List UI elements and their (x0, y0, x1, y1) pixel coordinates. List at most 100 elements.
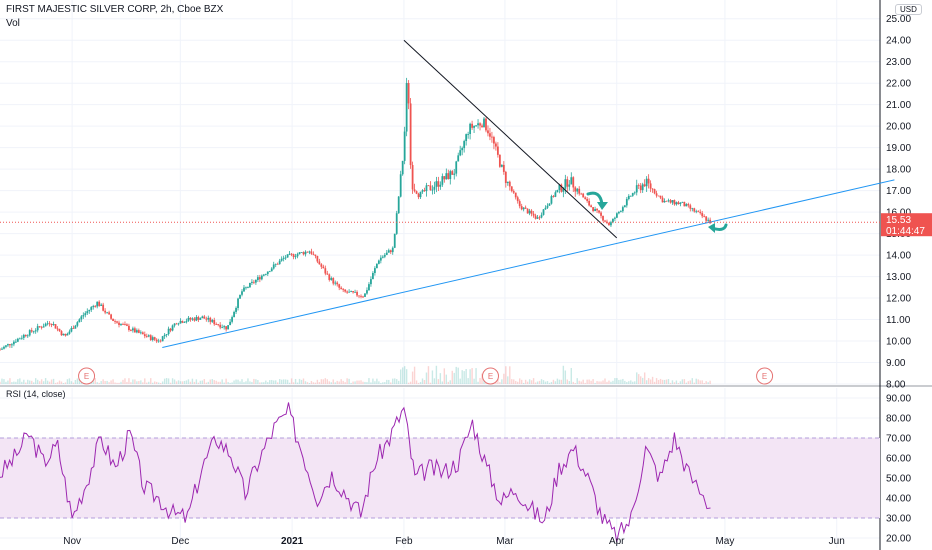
volume-bar (152, 382, 154, 384)
candle (544, 205, 547, 210)
candle-body (381, 256, 384, 258)
volume-bar (576, 378, 578, 384)
trendlines[interactable] (162, 39, 895, 348)
candle-body (96, 301, 99, 307)
price-tick-label: 24.00 (886, 36, 911, 47)
volume-bar (27, 379, 29, 384)
volume-bar (413, 366, 416, 384)
candle-body (475, 125, 477, 127)
candle (253, 279, 255, 285)
volume-bar (394, 378, 396, 384)
rsi-pane (0, 402, 880, 543)
candle (189, 317, 192, 322)
candle (207, 315, 210, 323)
candle (104, 308, 107, 315)
candle-body (169, 328, 172, 331)
candle (153, 336, 156, 341)
candle (665, 200, 668, 202)
rsi-tick-label: 90.00 (886, 394, 911, 405)
candle-body (356, 291, 358, 296)
price-tick-label: 14.00 (886, 251, 911, 262)
price-tick-label: 8.00 (886, 380, 906, 391)
volume-bar (622, 378, 624, 384)
candle-body (375, 263, 378, 269)
volume-bar (636, 372, 638, 384)
volume-bar (187, 379, 190, 384)
candle-body (70, 327, 73, 332)
earnings-label: E (488, 372, 493, 381)
candle-body (417, 193, 420, 198)
volume-bar (312, 382, 315, 384)
candle (675, 201, 678, 206)
candle (354, 289, 356, 293)
candle-body (693, 208, 696, 212)
candle (310, 248, 313, 255)
candle-body (159, 340, 162, 342)
candle (262, 273, 265, 277)
volume-bar (318, 382, 321, 384)
volume-bar (267, 382, 269, 384)
volume-bar (253, 378, 255, 384)
candle-body (288, 253, 291, 255)
candle (46, 320, 49, 326)
volume-bar (169, 382, 172, 384)
candle (5, 345, 7, 349)
candle-body (36, 326, 39, 331)
candle-body (304, 251, 307, 255)
candle (439, 181, 442, 190)
candle-body (60, 331, 63, 336)
volume-bar (368, 378, 370, 384)
candle (62, 333, 65, 336)
candle (697, 210, 700, 213)
candle-body (358, 295, 360, 297)
candle (141, 331, 144, 335)
candle-body (342, 289, 345, 290)
candle-body (413, 189, 416, 192)
candle (407, 80, 410, 110)
volume-bar (134, 379, 136, 384)
candle (282, 255, 285, 262)
candle-body (453, 173, 456, 175)
candle (175, 322, 178, 325)
price-candles (0, 77, 712, 351)
volume-bar (640, 376, 642, 384)
volume-bar (108, 382, 110, 384)
candle (619, 210, 622, 213)
candle-body (659, 195, 662, 198)
candle (18, 337, 21, 340)
candle-body (332, 278, 335, 284)
candle-body (465, 134, 468, 142)
candle (530, 209, 533, 217)
volume-bar (237, 379, 239, 384)
candle (254, 279, 257, 285)
candle-body (506, 181, 509, 184)
candle-body (114, 320, 116, 322)
volume-bar (19, 378, 21, 384)
candle (118, 320, 120, 328)
candle-body (175, 323, 178, 325)
candle-body (290, 253, 293, 255)
candle (42, 323, 45, 328)
candle (308, 250, 311, 255)
candle-body (179, 320, 182, 324)
candle-body (669, 200, 672, 203)
volume-bar (475, 368, 477, 384)
candle-body (663, 200, 666, 203)
candle (572, 176, 575, 192)
volume-bar (417, 382, 420, 384)
ascending-trendline (162, 179, 895, 348)
candle (578, 186, 581, 196)
candle-body (703, 216, 706, 218)
candle (657, 195, 660, 197)
candle (270, 267, 273, 272)
volume-bar (610, 381, 612, 384)
volume-bar (326, 379, 328, 384)
volume-bar (707, 382, 709, 384)
volume-bar (419, 381, 422, 384)
volume-bar (618, 379, 620, 384)
currency-button[interactable]: USD (895, 4, 922, 15)
candle (451, 169, 454, 175)
candle (536, 215, 539, 220)
